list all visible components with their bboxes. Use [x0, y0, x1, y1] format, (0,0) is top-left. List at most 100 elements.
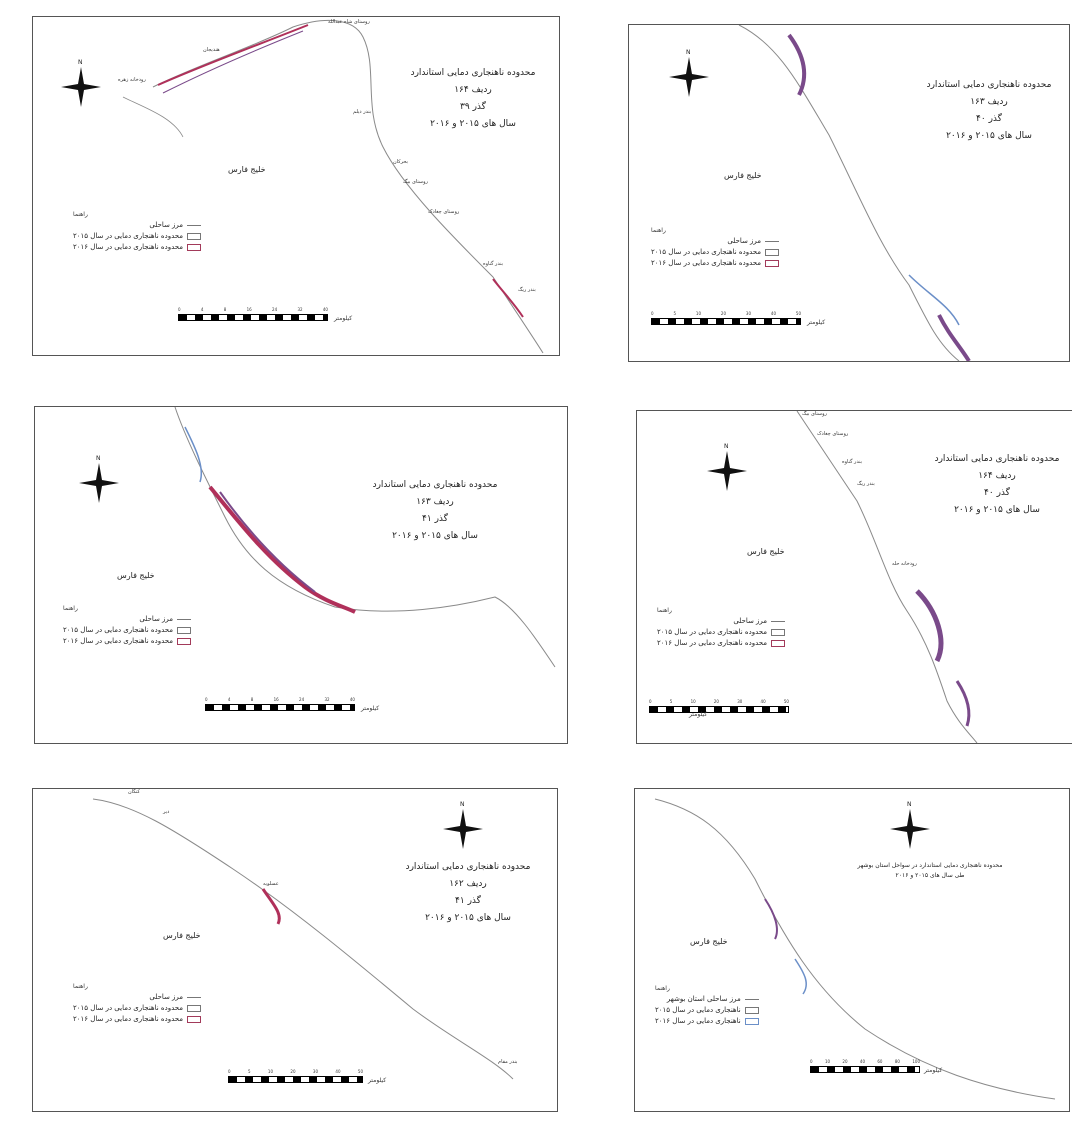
scale-bar: 0 5 10 20 30 40 50 کیلومتر — [228, 1069, 363, 1083]
title-line: گذر ۴۱ — [398, 893, 538, 910]
title-line: گذر ۴۰ — [919, 111, 1059, 128]
scale-number: 30 — [737, 699, 742, 704]
place-label: روستای بیگ — [403, 179, 428, 185]
scale-number: 20 — [290, 1069, 295, 1074]
north-arrow: N — [79, 463, 119, 507]
coast-line-swatch — [771, 621, 785, 622]
place-label: رودخانه زهره — [118, 77, 146, 83]
anomaly-2015-swatch — [745, 1007, 759, 1014]
scale-unit: کیلومتر — [334, 315, 352, 322]
scale-bar: 0 5 10 20 30 40 50 کیلومتر — [651, 311, 801, 325]
legend-heading: راهنما — [73, 209, 201, 220]
legend-item: محدوده ناهنجاری دمایی در سال ۲۰۱۶ — [73, 242, 201, 253]
scale-number: 50 — [784, 699, 789, 704]
title-line: سال های ۲۰۱۵ و ۲۰۱۶ — [403, 116, 543, 133]
scale-number: 0 — [205, 697, 208, 702]
map-panel-6: N محدوده ناهنجاری دمایی استاندارد در سوا… — [612, 772, 1072, 1124]
legend-label: محدوده ناهنجاری دمایی در سال ۲۰۱۵ — [63, 625, 173, 636]
legend-label: مرز ساحلی — [727, 236, 761, 247]
map-frame: N محدوده ناهنجاری دمایی استاندارد ردیف ۱… — [32, 16, 560, 356]
map-title: محدوده ناهنجاری دمایی استاندارد ردیف ۱۶۴… — [403, 65, 543, 133]
legend-label: مرز ساحلی — [149, 220, 183, 231]
coast-line-swatch — [177, 619, 191, 620]
scale-number: 50 — [358, 1069, 363, 1074]
map-title: محدوده ناهنجاری دمایی استاندارد ردیف ۱۶۳… — [919, 77, 1059, 145]
scale-number: 0 — [228, 1069, 231, 1074]
scale-number: 30 — [313, 1069, 318, 1074]
map-panel-4: N محدوده ناهنجاری دمایی استاندارد ردیف ۱… — [610, 390, 1072, 760]
title-line: گذر ۳۹ — [403, 99, 543, 116]
map-legend: راهنما مرز ساحلی محدوده ناهنجاری دمایی د… — [73, 981, 201, 1025]
coast-line-swatch — [187, 225, 201, 226]
legend-item: مرز ساحلی — [73, 992, 201, 1003]
scale-number: 40 — [350, 697, 355, 702]
legend-heading: راهنما — [73, 981, 201, 992]
scale-bar-graphic — [651, 318, 801, 325]
place-label: بندر ریگ — [857, 481, 875, 487]
scale-number: 32 — [324, 697, 329, 702]
legend-label: محدوده ناهنجاری دمایی در سال ۲۰۱۶ — [73, 1014, 183, 1025]
map-legend: راهنما مرز ساحلی استان بوشهر ناهنجاری دم… — [655, 983, 759, 1027]
legend-item: محدوده ناهنجاری دمایی در سال ۲۰۱۵ — [63, 625, 191, 636]
legend-heading: راهنما — [657, 605, 785, 616]
place-label: بحرکان — [393, 159, 408, 165]
scale-bar-graphic — [228, 1076, 363, 1083]
north-arrow: N — [669, 57, 709, 101]
coastline-map — [35, 407, 567, 743]
scale-number: 10 — [825, 1059, 830, 1064]
legend-label: مرز ساحلی — [139, 614, 173, 625]
gulf-label: خلیج فارس — [228, 165, 266, 174]
scale-number: 30 — [746, 311, 751, 316]
scale-number: 40 — [771, 311, 776, 316]
map-legend: راهنما مرز ساحلی محدوده ناهنجاری دمایی د… — [651, 225, 779, 269]
title-line: ردیف ۱۶۴ — [927, 468, 1067, 485]
title-line: محدوده ناهنجاری دمایی استاندارد — [365, 477, 505, 494]
map-title: محدوده ناهنجاری دمایی استاندارد در سواحل… — [830, 861, 1030, 881]
place-label: بندر گناوه — [483, 261, 503, 267]
scale-number: 8 — [251, 697, 254, 702]
gulf-label: خلیج فارس — [690, 937, 728, 946]
scale-number: 5 — [248, 1069, 251, 1074]
scale-bar: 0 4 8 16 24 32 40 کیلومتر — [178, 307, 328, 321]
title-line: سال های ۲۰۱۵ و ۲۰۱۶ — [919, 128, 1059, 145]
scale-number: 4 — [228, 697, 231, 702]
scale-number: 50 — [796, 311, 801, 316]
title-line: محدوده ناهنجاری دمایی استاندارد در سواحل… — [830, 861, 1030, 871]
map-panel-1: N محدوده ناهنجاری دمایی استاندارد ردیف ۱… — [0, 0, 560, 372]
north-letter: N — [686, 49, 691, 56]
legend-label: محدوده ناهنجاری دمایی در سال ۲۰۱۵ — [73, 1003, 183, 1014]
title-line: محدوده ناهنجاری دمایی استاندارد — [919, 77, 1059, 94]
legend-heading: راهنما — [655, 983, 759, 994]
legend-item: محدوده ناهنجاری دمایی در سال ۲۰۱۶ — [651, 258, 779, 269]
place-label: کنگان — [128, 789, 140, 795]
title-line: محدوده ناهنجاری دمایی استاندارد — [403, 65, 543, 82]
map-frame: N محدوده ناهنجاری دمایی استاندارد ردیف ۱… — [636, 410, 1072, 744]
north-arrow: N — [443, 809, 483, 853]
legend-item: مرز ساحلی — [63, 614, 191, 625]
place-label: بندر دیلم — [353, 109, 371, 115]
scale-number: 0 — [810, 1059, 813, 1064]
scale-number: 32 — [297, 307, 302, 312]
gulf-label: خلیج فارس — [117, 571, 155, 580]
scale-number: 0 — [649, 699, 652, 704]
map-frame: N محدوده ناهنجاری دمایی استاندارد ردیف ۱… — [34, 406, 568, 744]
anomaly-2016-swatch — [745, 1018, 759, 1025]
scale-number: 40 — [761, 699, 766, 704]
anomaly-2016-swatch — [771, 640, 785, 647]
anomaly-2015-swatch — [765, 249, 779, 256]
place-label: هندیجان — [203, 47, 220, 53]
anomaly-2015-swatch — [771, 629, 785, 636]
scale-number: 5 — [670, 699, 673, 704]
legend-label: محدوده ناهنجاری دمایی در سال ۲۰۱۶ — [63, 636, 173, 647]
place-label: روستای چغادک — [428, 209, 459, 215]
legend-item: محدوده ناهنجاری دمایی در سال ۲۰۱۵ — [73, 1003, 201, 1014]
scale-number: 10 — [268, 1069, 273, 1074]
legend-item: محدوده ناهنجاری دمایی در سال ۲۰۱۶ — [657, 638, 785, 649]
scale-numbers: 0 10 20 40 60 80 100 — [810, 1059, 920, 1064]
anomaly-2016-swatch — [765, 260, 779, 267]
legend-label: ناهنجاری دمایی در سال ۲۰۱۵ — [655, 1005, 741, 1016]
place-label: روستای شاه عبدالله — [328, 19, 370, 25]
legend-item: محدوده ناهنجاری دمایی در سال ۲۰۱۶ — [63, 636, 191, 647]
gulf-label: خلیج فارس — [747, 547, 785, 556]
coast-line-swatch — [187, 997, 201, 998]
